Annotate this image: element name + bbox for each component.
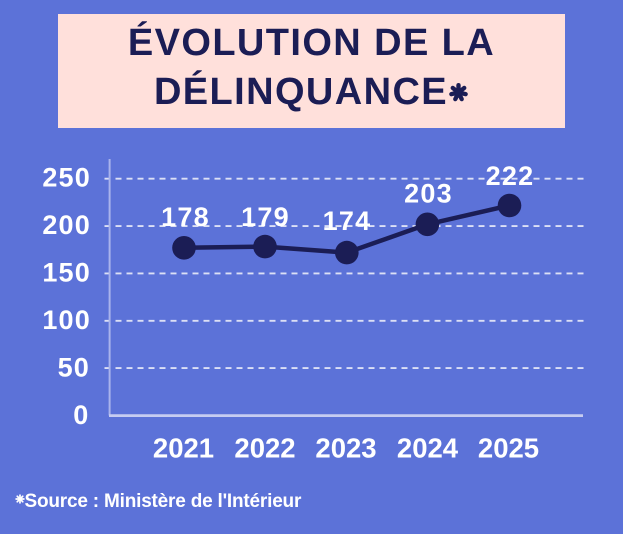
svg-text:178: 178 <box>161 202 210 232</box>
svg-text:150: 150 <box>42 258 91 288</box>
svg-text:179: 179 <box>241 202 290 232</box>
svg-text:2022: 2022 <box>234 433 295 464</box>
svg-text:174: 174 <box>323 206 372 236</box>
svg-text:2023: 2023 <box>315 433 376 464</box>
svg-text:0: 0 <box>73 400 89 430</box>
svg-text:2021: 2021 <box>153 433 214 464</box>
svg-text:250: 250 <box>42 163 91 193</box>
svg-text:2024: 2024 <box>397 433 459 464</box>
svg-text:200: 200 <box>42 210 91 240</box>
svg-text:2025: 2025 <box>478 433 539 464</box>
svg-text:203: 203 <box>404 178 453 208</box>
svg-text:222: 222 <box>486 161 535 191</box>
svg-text:50: 50 <box>58 353 90 383</box>
svg-text:100: 100 <box>42 305 91 335</box>
